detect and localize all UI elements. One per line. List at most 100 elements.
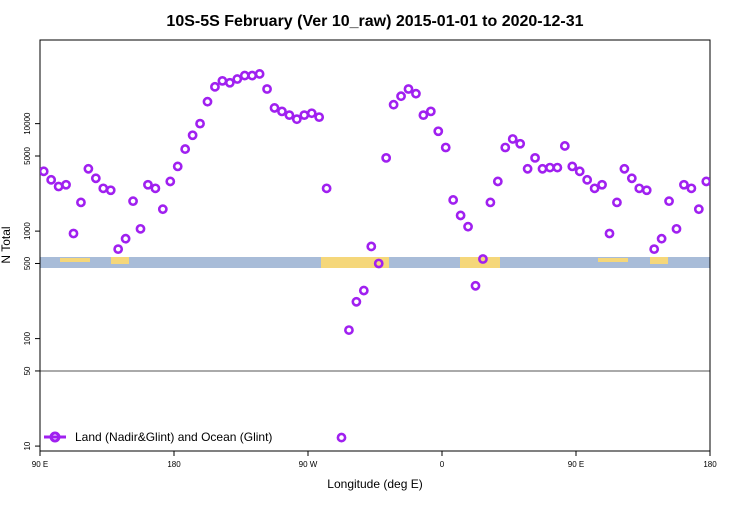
data-point xyxy=(269,103,280,113)
map-land-new-guinea-2 xyxy=(650,257,668,264)
data-point xyxy=(83,163,94,174)
data-point xyxy=(664,196,674,207)
chart-title: 10S-5S February (Ver 10_raw) 2015-01-01 … xyxy=(166,13,583,30)
legend-marker xyxy=(49,431,61,443)
data-point xyxy=(604,228,615,239)
data-point xyxy=(425,106,436,117)
data-point xyxy=(210,81,220,92)
x-tick-label: 180 xyxy=(167,460,181,469)
data-point xyxy=(582,174,593,185)
data-point xyxy=(455,210,466,221)
x-tick-label: 90 E xyxy=(568,460,584,469)
data-point xyxy=(433,126,444,137)
data-point xyxy=(567,161,578,172)
data-point xyxy=(113,244,124,255)
y-axis: 10 50 100 500 1000 5000 10000 xyxy=(23,112,40,451)
data-point xyxy=(277,106,287,117)
data-point xyxy=(68,228,79,239)
data-point xyxy=(239,70,250,81)
legend-label: Land (Nadir&Glint) and Ocean (Glint) xyxy=(75,430,272,444)
data-point xyxy=(545,162,555,173)
data-point xyxy=(693,204,704,215)
data-point xyxy=(90,173,101,184)
data-point xyxy=(634,183,645,194)
data-point xyxy=(440,142,451,153)
data-point xyxy=(232,74,243,84)
data-point xyxy=(157,204,168,215)
y-tick-label: 10 xyxy=(23,441,32,450)
y-tick-label: 10000 xyxy=(23,112,32,135)
data-point xyxy=(180,144,191,154)
data-point xyxy=(589,183,600,194)
data-point xyxy=(366,241,377,252)
y-tick-label: 50 xyxy=(23,366,32,375)
data-point xyxy=(262,84,272,94)
data-point xyxy=(626,173,637,184)
x-tick-label: 0 xyxy=(440,460,445,469)
data-point xyxy=(321,183,332,194)
data-point xyxy=(574,166,585,177)
data-point xyxy=(492,176,503,187)
data-point xyxy=(500,142,511,153)
data-point xyxy=(463,221,473,232)
data-point xyxy=(485,197,496,208)
map-land-new-guinea xyxy=(111,257,129,264)
data-point xyxy=(701,176,710,187)
plot-frame xyxy=(39,39,711,452)
map-land-indonesia xyxy=(60,258,90,262)
x-tick-label: 90 E xyxy=(32,460,48,469)
data-point xyxy=(522,163,533,174)
y-tick-label: 5000 xyxy=(23,147,32,165)
data-point xyxy=(172,161,183,172)
data-point xyxy=(470,280,481,291)
data-point xyxy=(217,75,228,86)
data-point xyxy=(224,77,235,88)
data-point xyxy=(150,183,161,194)
y-tick-label: 1000 xyxy=(23,222,32,240)
data-point xyxy=(478,254,488,264)
map-land-indonesia-2 xyxy=(598,258,628,262)
data-point xyxy=(254,69,265,79)
data-point xyxy=(344,325,354,335)
data-point xyxy=(202,96,213,107)
data-point xyxy=(61,179,71,190)
data-point xyxy=(135,223,146,234)
data-point xyxy=(396,91,406,102)
data-point xyxy=(679,179,689,190)
data-point xyxy=(291,114,302,125)
data-point xyxy=(165,176,176,187)
x-axis-label: Longitude (deg E) xyxy=(327,477,422,491)
x-tick-label: 90 W xyxy=(299,460,318,469)
data-point xyxy=(403,84,414,94)
data-point xyxy=(515,138,526,149)
data-point xyxy=(671,223,682,234)
data-point xyxy=(76,197,86,208)
data-point xyxy=(373,258,384,269)
data-point xyxy=(351,296,362,307)
data-point xyxy=(537,163,548,174)
data-point xyxy=(46,174,57,185)
data-point xyxy=(381,152,392,163)
data-point xyxy=(128,196,138,207)
data-point xyxy=(358,285,369,296)
data-point xyxy=(120,233,131,244)
data-point xyxy=(530,152,540,163)
data-point xyxy=(195,118,205,129)
data-point xyxy=(448,195,459,205)
data-point xyxy=(552,162,563,173)
data-point xyxy=(143,179,153,190)
data-point xyxy=(284,110,295,121)
data-point xyxy=(105,185,116,196)
data-point xyxy=(299,110,310,121)
legend: Land (Nadir&Glint) and Ocean (Glint) xyxy=(44,430,272,444)
data-point xyxy=(656,233,667,244)
data-point xyxy=(507,134,518,144)
data-point xyxy=(247,70,258,81)
x-axis: 90 E 180 90 W 0 90 E 180 xyxy=(32,451,717,469)
data-point xyxy=(418,110,429,121)
data-point xyxy=(336,432,347,443)
data-point xyxy=(559,141,570,151)
y-axis-label: N Total xyxy=(0,226,13,263)
data-point xyxy=(597,179,607,190)
